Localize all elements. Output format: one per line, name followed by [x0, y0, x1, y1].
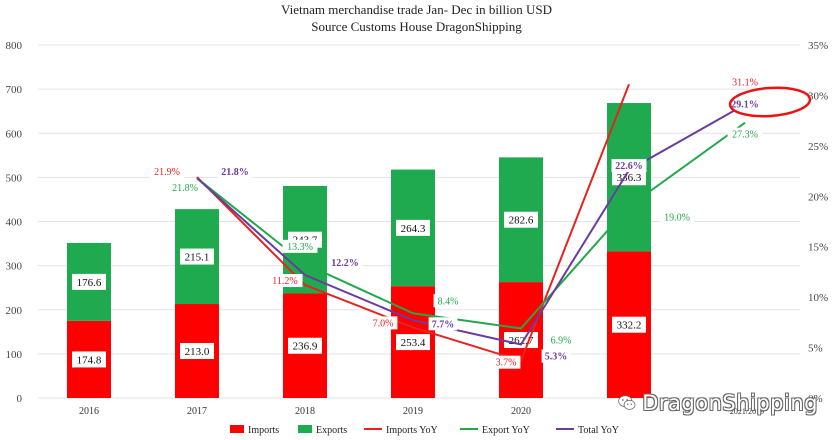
series-line [196, 103, 746, 346]
line-label-bg [727, 97, 763, 111]
line-data-label: 21.8% [221, 167, 249, 178]
line-data-label: 12.2% [331, 258, 359, 269]
bar-label-bg [612, 169, 646, 186]
line-label-bg [282, 239, 318, 253]
legend-label: Exports [316, 425, 347, 436]
x-tick-label: 2021/2019 [730, 407, 764, 416]
line-data-label: 21.9% [154, 167, 180, 178]
line-data-label: 7.7% [432, 319, 455, 330]
y-right-tick-label: 25% [808, 141, 828, 153]
line-data-label: 6.9% [551, 335, 572, 346]
annotation-ellipse [728, 86, 812, 118]
bar-label-bg [504, 211, 538, 228]
y-left-tick-label: 300 [6, 261, 23, 273]
legend-swatch [230, 425, 244, 433]
legend-label: Export YoY [482, 425, 530, 436]
y-right-tick-label: 15% [808, 242, 828, 254]
bar-label-exports: 282.6 [509, 215, 534, 227]
line-label-bg [611, 159, 647, 173]
line-data-label: 3.7% [496, 358, 517, 369]
line-label-bg [167, 181, 203, 195]
watermark: DragonShipping [618, 386, 818, 420]
x-tick-label: 2018 [295, 406, 315, 417]
bar-label-bg [396, 334, 430, 351]
y-left-tick-label: 400 [6, 217, 23, 229]
bar-label-bg [180, 248, 214, 265]
line-data-label: 5.3% [545, 352, 568, 363]
line-data-label: 21.8% [172, 183, 198, 194]
chart-subtitle: Source Customs House DragonShipping [311, 19, 522, 34]
bar-label-bg [180, 343, 214, 360]
line-data-label: 8.4% [438, 296, 459, 307]
y-left-tick-label: 0 [17, 393, 23, 405]
line-label-bg [217, 165, 253, 179]
y-left-tick-label: 600 [6, 128, 23, 140]
legend-label: Total YoY [578, 425, 619, 436]
bar-label-bg [72, 273, 106, 290]
series-line [196, 121, 746, 330]
line-label-bg [368, 316, 398, 330]
y-right-tick-label: 0% [808, 393, 823, 405]
bar-label-imports: 253.4 [401, 337, 426, 349]
bar-label-bg [612, 316, 646, 333]
y-left-tick-label: 500 [6, 172, 23, 184]
watermark-text: DragonShipping [642, 391, 818, 415]
line-label-bg [659, 210, 695, 224]
line-label-bg [491, 355, 521, 369]
x-tick-label: 2019 [403, 406, 423, 417]
bar-label-imports: 236.9 [293, 341, 318, 353]
line-data-label: 22.6% [615, 161, 643, 172]
line-label-bg [541, 349, 571, 363]
line-label-bg [149, 165, 185, 179]
line-label-bg [727, 75, 763, 89]
bar-label-imports: 174.8 [77, 354, 102, 366]
legend-label: Imports YoY [386, 425, 438, 436]
line-label-bg [546, 333, 576, 347]
line-data-label: 19.0% [664, 212, 690, 223]
y-right-tick-label: 35% [808, 40, 828, 52]
line-label-bg [433, 294, 463, 308]
line-label-bg [727, 127, 763, 141]
y-left-tick-label: 700 [6, 84, 23, 96]
bar-label-bg [396, 219, 430, 236]
line-data-label: 27.3% [732, 130, 758, 141]
chart-title: Vietnam merchandise trade Jan- Dec in bi… [280, 2, 553, 17]
x-tick-label: 2020 [511, 406, 531, 417]
wechat-icon [618, 395, 636, 410]
x-tick-label: 2016 [79, 406, 99, 417]
bar-label-bg [504, 332, 538, 349]
bar-label-exports: 264.3 [401, 223, 426, 235]
bar-label-bg [72, 351, 106, 368]
y-right-tick-label: 20% [808, 191, 828, 203]
legend-swatch [298, 425, 312, 433]
line-data-label: 29.1% [731, 100, 759, 111]
bar-label-exports: 176.6 [77, 277, 102, 289]
y-right-tick-label: 10% [808, 292, 828, 304]
y-right-tick-label: 5% [808, 343, 823, 355]
line-data-label: 11.2% [272, 276, 297, 287]
series-line [196, 83, 630, 362]
line-data-label: 7.0% [373, 318, 394, 329]
bar-label-imports: 213.0 [185, 346, 210, 358]
x-tick-label: 2017 [187, 406, 207, 417]
bar-label-imports: 332.2 [617, 320, 642, 332]
line-label-bg [327, 255, 363, 269]
line-data-label: 13.3% [287, 242, 313, 253]
y-left-tick-label: 200 [6, 305, 23, 317]
line-data-label: 31.1% [732, 77, 758, 88]
line-label-bg [267, 274, 303, 288]
bar-label-exports: 215.1 [185, 252, 210, 264]
y-right-tick-label: 30% [808, 90, 828, 102]
y-left-tick-label: 100 [6, 349, 23, 361]
legend-label: Imports [248, 425, 279, 436]
line-label-bg [428, 317, 458, 331]
bar-label-bg [288, 337, 322, 354]
y-left-tick-label: 800 [6, 40, 23, 52]
